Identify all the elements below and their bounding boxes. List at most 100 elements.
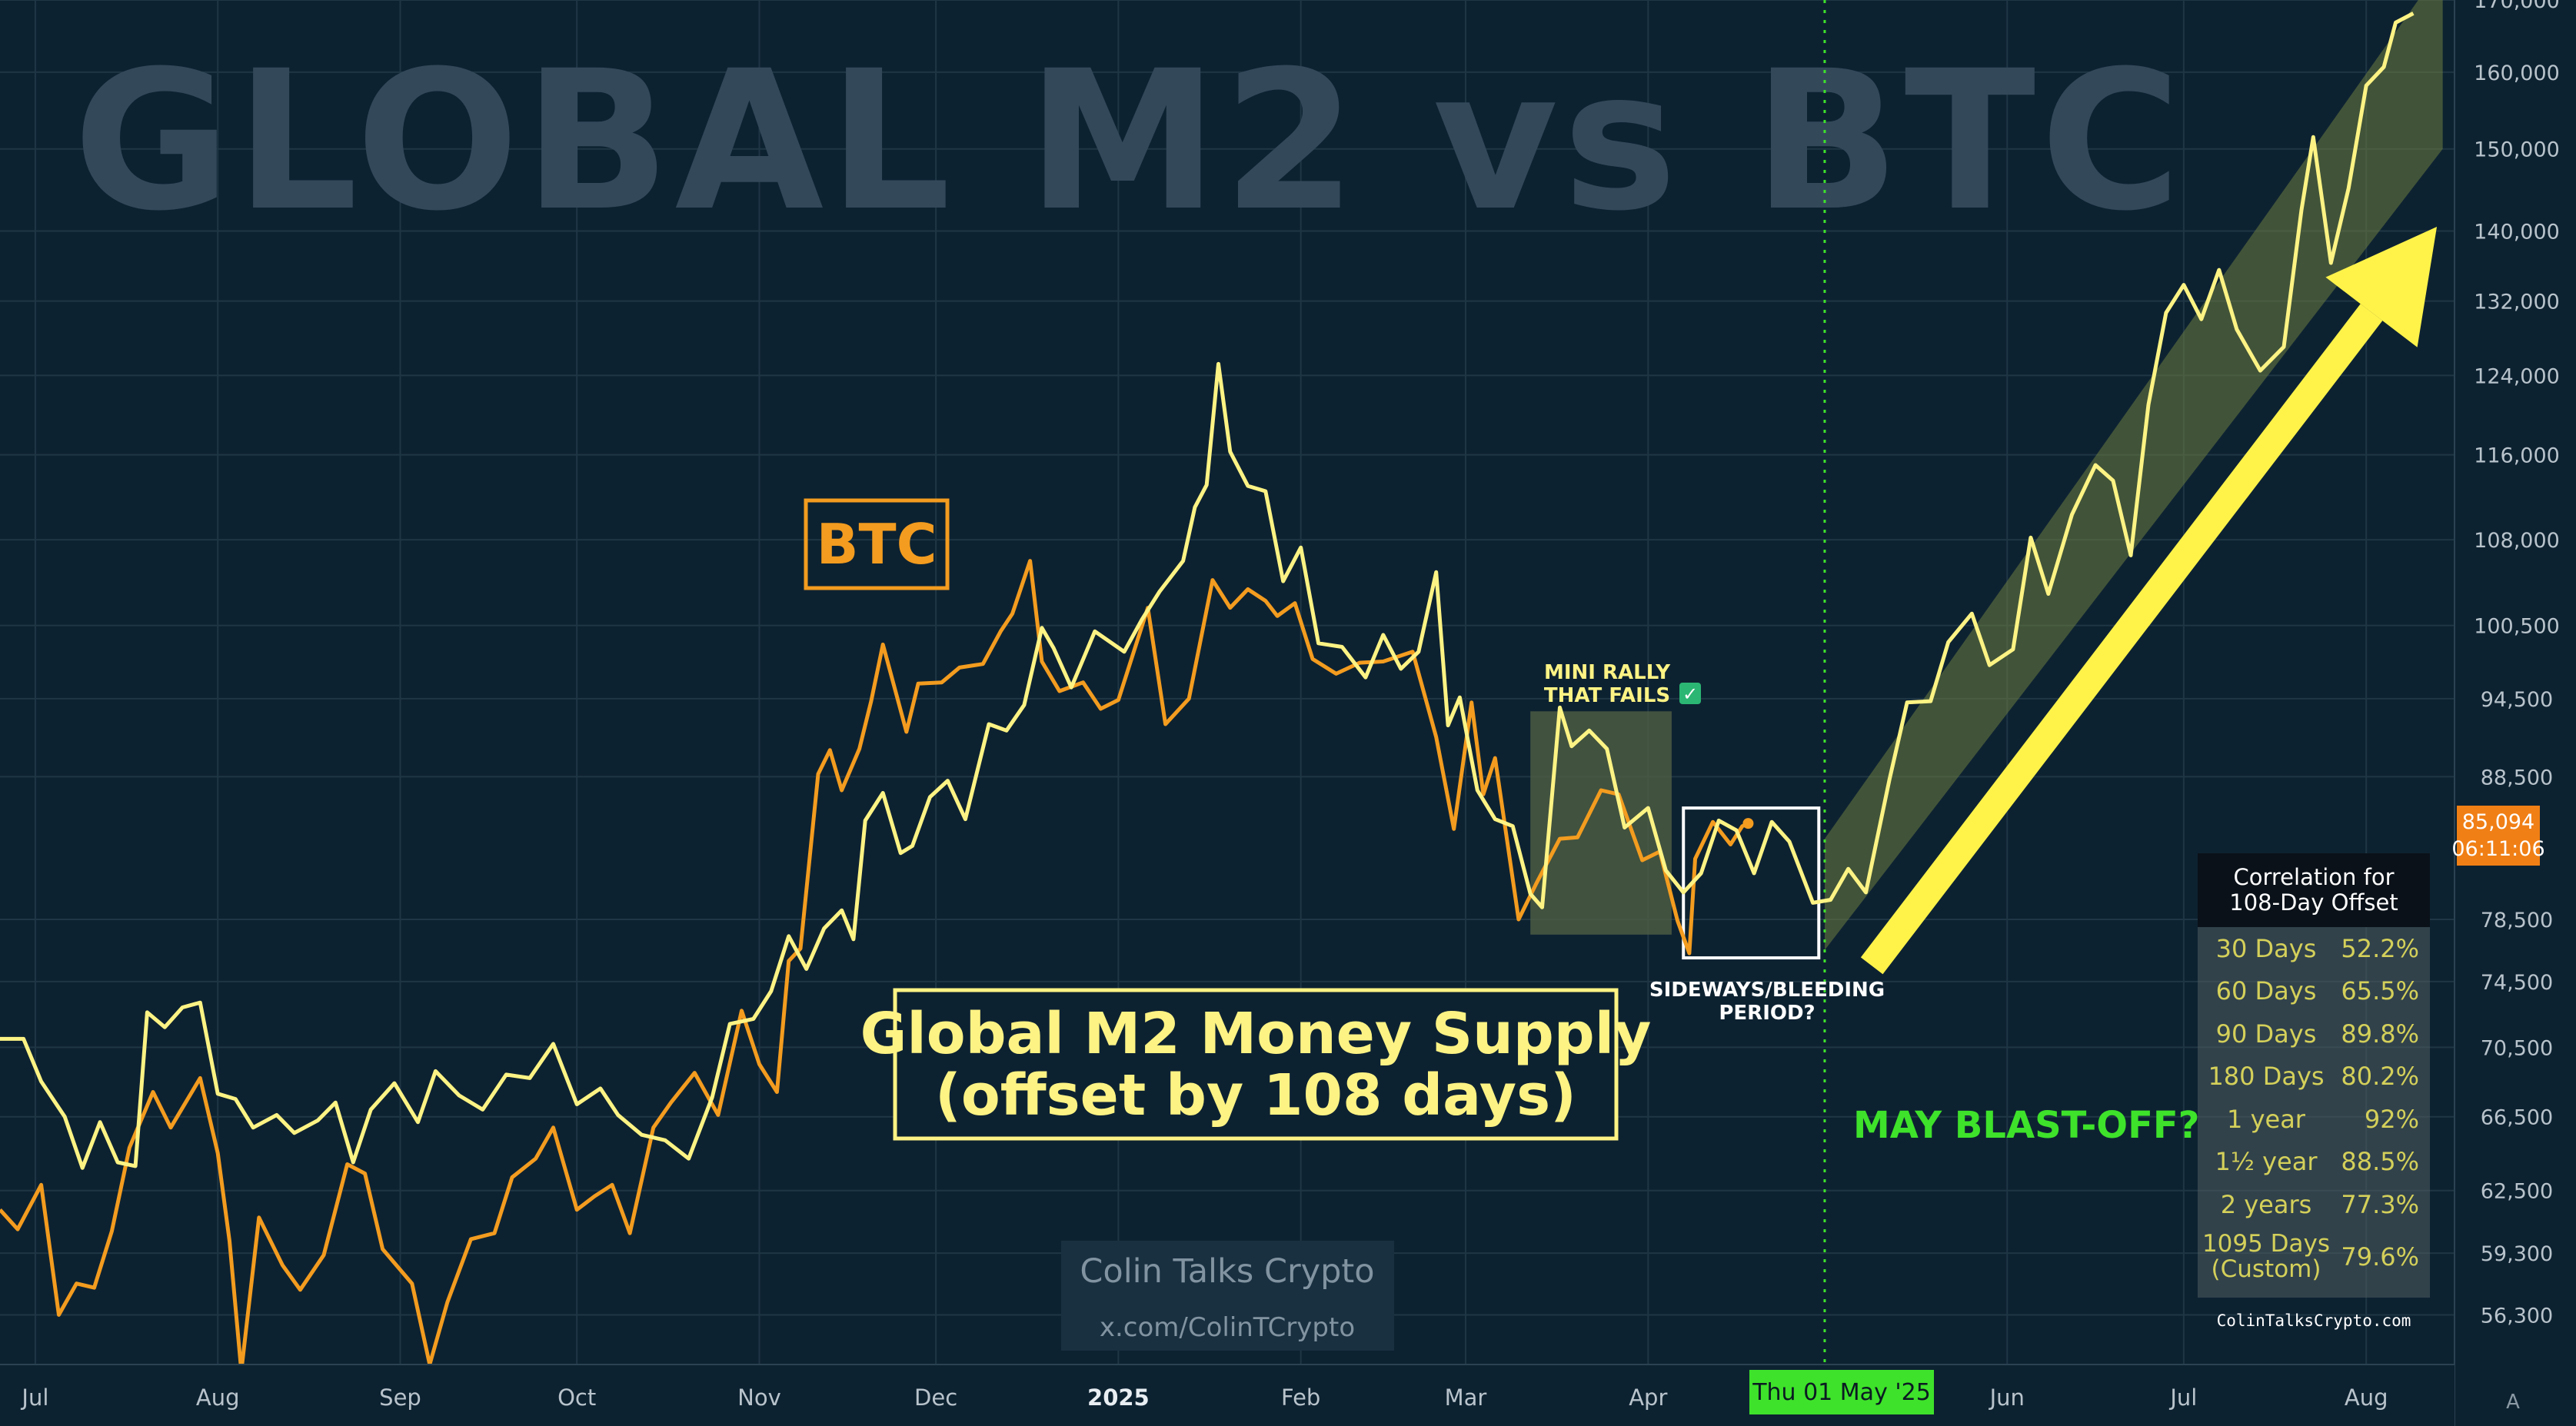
- blastoff-label: MAY BLAST-OFF?: [1853, 1104, 2200, 1147]
- x-tick-label: Sep: [379, 1384, 421, 1411]
- period-label: 30 Days: [2215, 933, 2317, 963]
- period-label: 60 Days: [2215, 976, 2317, 1006]
- btc-label: BTC: [817, 512, 937, 577]
- period-label: 2 years: [2220, 1189, 2312, 1219]
- x-tick-label: Dec: [914, 1384, 957, 1411]
- y-tick-label: 108,000: [2474, 529, 2560, 553]
- y-tick-label: 132,000: [2474, 291, 2560, 314]
- y-tick-label: 116,000: [2474, 444, 2560, 468]
- period-label: 1½ year: [2215, 1147, 2318, 1177]
- m2-label-line2: (offset by 108 days): [935, 1062, 1576, 1129]
- axis-corner-label[interactable]: A: [2506, 1391, 2520, 1414]
- x-axis: Jul Aug Sep Oct Nov Dec 2025 Feb Mar Apr Jun Jul Aug: [0, 1364, 2455, 1426]
- y-tick-label: 140,000: [2474, 221, 2560, 244]
- x-tick-label: 2025: [1087, 1384, 1150, 1411]
- table-row: 1095 Days (Custom) 79.6%: [2198, 1226, 2430, 1288]
- y-tick-label: 150,000: [2474, 138, 2560, 162]
- y-tick-label: 66,500: [2481, 1106, 2553, 1130]
- series-layer: [0, 12, 2415, 1374]
- y-tick-label: 70,500: [2481, 1036, 2553, 1060]
- m2-series-line: [0, 12, 2415, 1170]
- table-row: 60 Days 65.5%: [2198, 970, 2430, 1013]
- crosshair-date-text: Thu 01 May '25: [1752, 1378, 1931, 1406]
- y-axis: 170,000 160,000 150,000 140,000 132,000 124,0…: [2454, 0, 2576, 1426]
- y-tick-label: 74,500: [2481, 971, 2553, 995]
- arrow-head: [2325, 226, 2438, 347]
- x-tick-label: Feb: [1281, 1384, 1320, 1411]
- table-row: 2 years 77.3%: [2198, 1183, 2430, 1226]
- watermark-line2: x.com/ColinTCrypto: [1100, 1312, 1355, 1343]
- table-row: 1½ year 88.5%: [2198, 1141, 2430, 1184]
- correlation-value: 77.3%: [2341, 1189, 2419, 1219]
- btc-label-box: [804, 498, 950, 590]
- period-label: 180 Days: [2208, 1062, 2325, 1092]
- blast-off-arrow: [1860, 226, 2438, 975]
- y-tick-label: 100,500: [2474, 615, 2560, 639]
- y-tick-label: 160,000: [2474, 61, 2560, 85]
- correlation-value: 88.5%: [2341, 1147, 2419, 1177]
- watermark-line1: Colin Talks Crypto: [1080, 1252, 1374, 1291]
- mini-rally-label-line2: THAT FAILS: [1544, 684, 1670, 707]
- period-label-line1: 1095 Days: [2202, 1230, 2331, 1258]
- mini-rally-region: [1530, 711, 1672, 935]
- table-row: 1 year 92%: [2198, 1098, 2430, 1141]
- correlation-title-line1: Correlation for: [2233, 864, 2395, 890]
- x-tick-label: Aug: [2345, 1384, 2388, 1411]
- btc-series-line: [0, 559, 1749, 1374]
- correlation-value: 80.2%: [2341, 1062, 2419, 1092]
- y-tick-label: 94,500: [2481, 688, 2553, 712]
- correlation-value: 92%: [2364, 1104, 2419, 1134]
- crosshair-date-label: Thu 01 May '25: [1749, 1370, 1934, 1414]
- x-tick-label: Nov: [737, 1384, 781, 1411]
- x-tick-label: Jul: [2168, 1384, 2197, 1411]
- y-tick-label: 170,000: [2474, 0, 2560, 13]
- mini-rally-label-line1: MINI RALLY: [1544, 661, 1671, 684]
- correlation-table-site: ColinTalksCrypto.com: [2216, 1311, 2411, 1330]
- y-tick-label: 78,500: [2481, 909, 2553, 932]
- x-tick-label: Mar: [1445, 1384, 1487, 1411]
- correlation-value: 65.5%: [2341, 976, 2419, 1006]
- correlation-value: 89.8%: [2341, 1019, 2419, 1049]
- x-tick-label: Apr: [1629, 1384, 1667, 1411]
- table-row: 180 Days 80.2%: [2198, 1055, 2430, 1099]
- correlation-value: 52.2%: [2341, 933, 2419, 963]
- x-axis-panel: [0, 1365, 2455, 1426]
- current-price-tag: 85,094 06:11:06: [2451, 806, 2545, 866]
- y-tick-label: 124,000: [2474, 364, 2560, 388]
- uptrend-channel: [1824, 0, 2443, 950]
- chart-title: GLOBAL M2 vs BTC: [73, 29, 2186, 253]
- check-badge: [1679, 683, 1701, 704]
- sideways-label-line1: SIDEWAYS/BLEEDING: [1649, 979, 1885, 1002]
- current-price-value: 85,094: [2461, 810, 2535, 834]
- annotation-regions: [1530, 0, 2443, 960]
- period-label-line2: (Custom): [2211, 1255, 2321, 1283]
- current-price-countdown: 06:11:06: [2451, 837, 2545, 861]
- watermark-box: [1061, 1241, 1394, 1351]
- correlation-title-line2: 108-Day Offset: [2229, 889, 2398, 916]
- y-tick-label: 59,300: [2481, 1242, 2553, 1266]
- x-tick-label: Jul: [20, 1384, 48, 1411]
- y-tick-label: 88,500: [2481, 766, 2553, 789]
- period-label: 1 year: [2227, 1104, 2305, 1134]
- correlation-value: 79.6%: [2341, 1242, 2419, 1271]
- btc-last-point: [1742, 818, 1754, 829]
- y-axis-panel: [2455, 0, 2576, 1426]
- x-tick-label: Oct: [557, 1384, 596, 1411]
- y-tick-label: 62,500: [2481, 1180, 2553, 1204]
- y-tick-label: 56,300: [2481, 1304, 2553, 1328]
- table-row: 30 Days 52.2%: [2198, 927, 2430, 970]
- sideways-label-line2: PERIOD?: [1719, 1002, 1815, 1025]
- sideways-region: [1682, 806, 1821, 960]
- period-label: 1095 Days (Custom): [2198, 1232, 2335, 1282]
- m2-label-box: [893, 988, 1619, 1141]
- x-tick-label: Aug: [196, 1384, 240, 1411]
- m2-label-line1: Global M2 Money Supply: [860, 1001, 1652, 1067]
- table-row: 90 Days 89.8%: [2198, 1012, 2430, 1055]
- x-tick-label: Jun: [1989, 1384, 2025, 1411]
- correlation-table-header: Correlation for 108-Day Offset: [2198, 853, 2430, 927]
- correlation-table: Correlation for 108-Day Offset 30 Days 5…: [2198, 853, 2430, 1298]
- period-label: 90 Days: [2215, 1019, 2317, 1049]
- check-icon: ✓: [1682, 683, 1698, 705]
